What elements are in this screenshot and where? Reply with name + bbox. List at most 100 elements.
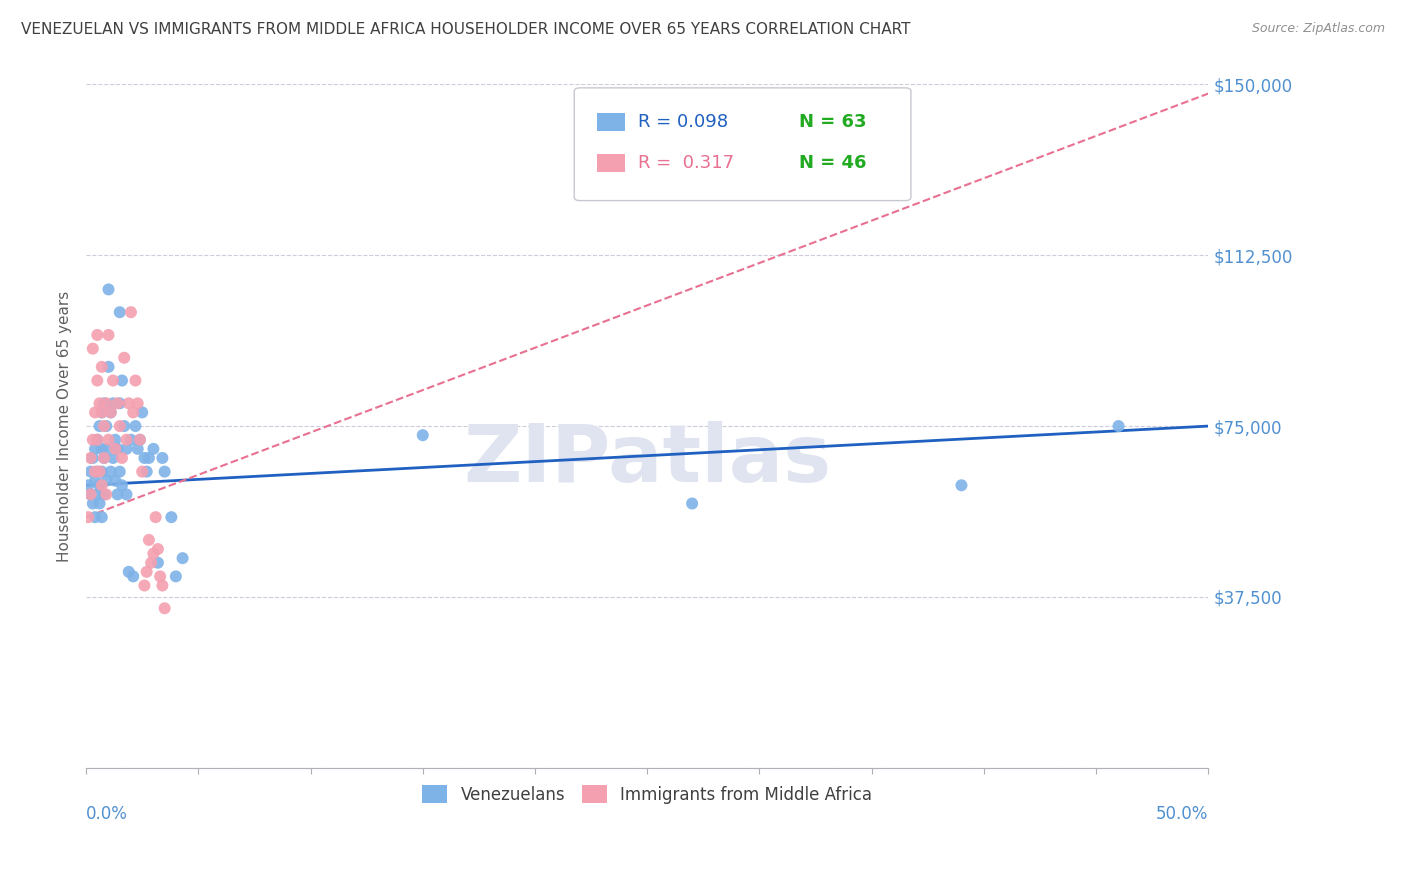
- Point: [120, 433, 142, 447]
- Point: [96, 442, 118, 456]
- Point: [129, 433, 152, 447]
- Point: [101, 396, 124, 410]
- Point: [100, 405, 122, 419]
- Point: [93, 450, 115, 465]
- Point: [108, 419, 131, 434]
- Point: [131, 465, 153, 479]
- Text: VENEZUELAN VS IMMIGRANTS FROM MIDDLE AFRICA HOUSEHOLDER INCOME OVER 65 YEARS COR: VENEZUELAN VS IMMIGRANTS FROM MIDDLE AFR…: [21, 22, 911, 37]
- Point: [107, 487, 129, 501]
- Point: [412, 428, 434, 442]
- Point: [89, 478, 111, 492]
- Point: [86, 433, 108, 447]
- Point: [172, 551, 194, 566]
- Point: [150, 450, 173, 465]
- Point: [86, 433, 108, 447]
- Point: [97, 282, 120, 296]
- Text: Source: ZipAtlas.com: Source: ZipAtlas.com: [1251, 22, 1385, 36]
- Point: [77, 478, 100, 492]
- Bar: [596, 154, 624, 171]
- Point: [131, 405, 153, 419]
- Point: [93, 419, 115, 434]
- Point: [82, 433, 104, 447]
- Point: [145, 510, 167, 524]
- Point: [90, 478, 112, 492]
- Point: [135, 565, 157, 579]
- Point: [146, 542, 169, 557]
- Point: [107, 396, 129, 410]
- Point: [127, 396, 149, 410]
- Point: [82, 342, 104, 356]
- Point: [160, 510, 183, 524]
- Point: [79, 487, 101, 501]
- Point: [127, 442, 149, 456]
- Point: [84, 405, 107, 419]
- Point: [115, 433, 138, 447]
- Point: [165, 569, 187, 583]
- Point: [115, 487, 138, 501]
- Bar: [596, 113, 624, 130]
- Text: R =  0.317: R = 0.317: [638, 154, 734, 172]
- Point: [97, 328, 120, 343]
- Point: [93, 487, 115, 501]
- Point: [129, 433, 152, 447]
- Point: [93, 450, 115, 465]
- Point: [120, 305, 142, 319]
- Point: [96, 396, 118, 410]
- Point: [96, 419, 118, 434]
- Point: [153, 601, 176, 615]
- Point: [112, 419, 135, 434]
- Point: [681, 496, 703, 510]
- Point: [96, 487, 118, 501]
- Point: [107, 442, 129, 456]
- Point: [89, 465, 111, 479]
- Point: [153, 465, 176, 479]
- Point: [86, 465, 108, 479]
- Point: [104, 442, 127, 456]
- Point: [142, 547, 165, 561]
- Point: [112, 351, 135, 365]
- Point: [122, 405, 145, 419]
- Legend: Venezuelans, Immigrants from Middle Africa: Venezuelans, Immigrants from Middle Afri…: [416, 779, 879, 811]
- Point: [82, 496, 104, 510]
- Point: [93, 396, 115, 410]
- Text: R = 0.098: R = 0.098: [638, 113, 728, 131]
- Point: [124, 419, 146, 434]
- Point: [89, 496, 111, 510]
- Point: [104, 474, 127, 488]
- Point: [84, 465, 107, 479]
- Point: [79, 487, 101, 501]
- Point: [90, 405, 112, 419]
- Point: [86, 328, 108, 343]
- Point: [122, 569, 145, 583]
- Point: [950, 478, 973, 492]
- Point: [150, 578, 173, 592]
- Point: [90, 465, 112, 479]
- Point: [77, 510, 100, 524]
- Point: [101, 450, 124, 465]
- Point: [90, 405, 112, 419]
- Point: [118, 565, 141, 579]
- Point: [111, 374, 134, 388]
- Point: [115, 442, 138, 456]
- Point: [134, 450, 156, 465]
- Point: [141, 556, 163, 570]
- Point: [100, 465, 122, 479]
- Point: [100, 405, 122, 419]
- Point: [90, 359, 112, 374]
- Point: [111, 450, 134, 465]
- Text: 0.0%: 0.0%: [86, 805, 128, 823]
- Point: [138, 533, 160, 547]
- Point: [124, 374, 146, 388]
- Point: [84, 510, 107, 524]
- Point: [108, 305, 131, 319]
- Text: 50.0%: 50.0%: [1156, 805, 1208, 823]
- Point: [84, 442, 107, 456]
- Point: [142, 442, 165, 456]
- Point: [135, 465, 157, 479]
- Point: [118, 396, 141, 410]
- Point: [86, 487, 108, 501]
- Point: [1108, 419, 1130, 434]
- Point: [138, 450, 160, 465]
- Text: ZIPatlas: ZIPatlas: [463, 421, 831, 500]
- Point: [108, 396, 131, 410]
